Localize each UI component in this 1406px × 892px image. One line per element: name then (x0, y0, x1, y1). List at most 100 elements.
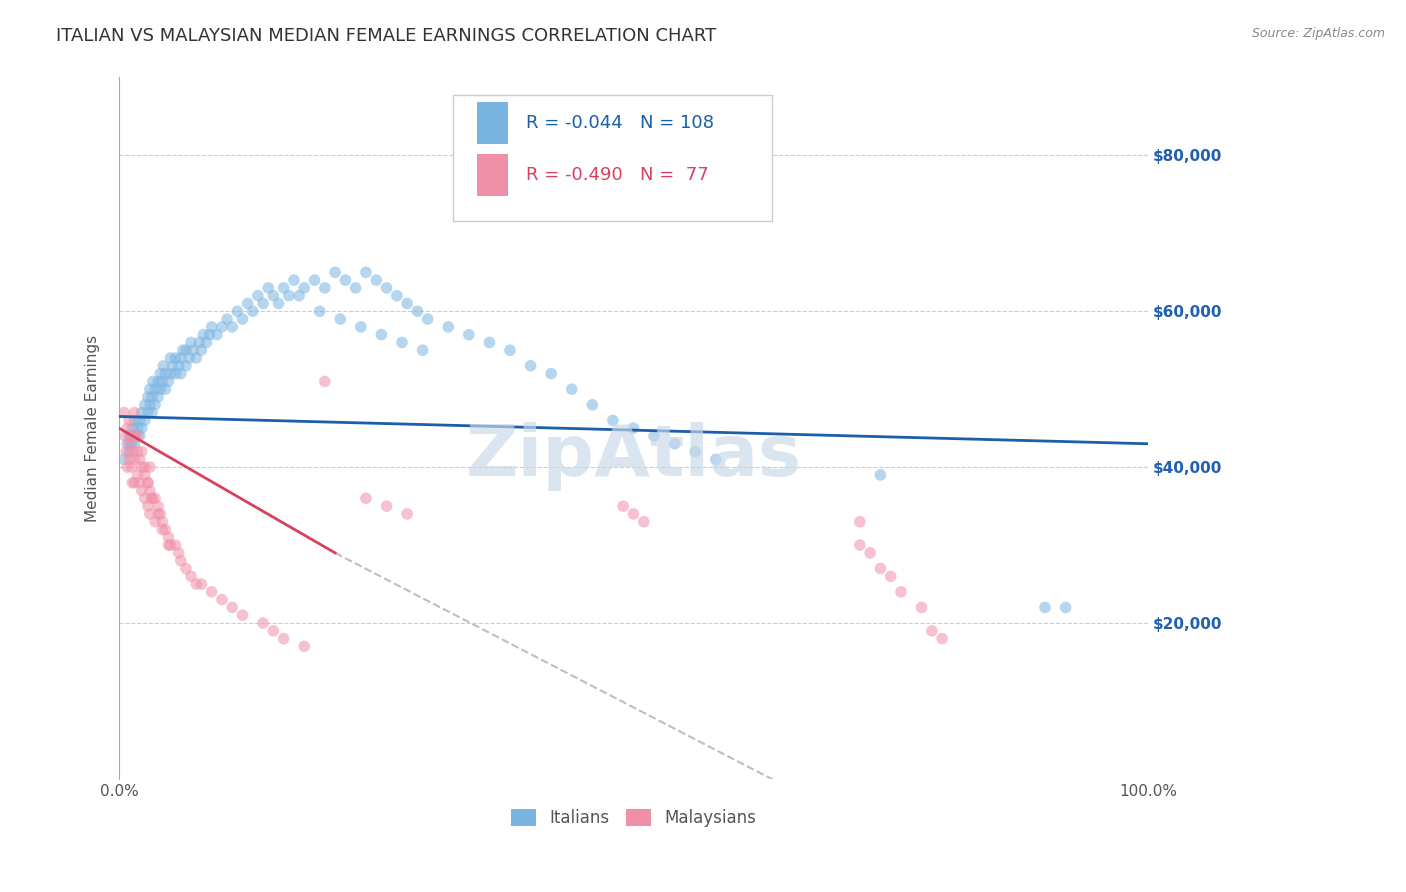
Point (117, 421, 139, 435)
Point (354, 265, 377, 279)
Point (921, 624, 943, 638)
Point (406, 304, 429, 318)
Point (118, 436, 141, 450)
Point (149, 382, 172, 396)
Point (159, 351, 181, 365)
Point (159, 367, 181, 381)
Point (612, 499, 634, 513)
Point (869, 561, 891, 575)
Point (136, 499, 159, 513)
Point (283, 273, 305, 287)
Point (177, 351, 200, 365)
Point (121, 444, 143, 458)
Point (273, 281, 295, 295)
Point (150, 523, 173, 537)
Point (910, 600, 932, 615)
Point (167, 359, 190, 373)
Point (519, 359, 541, 373)
Point (704, 452, 727, 467)
Point (174, 561, 197, 575)
Point (323, 265, 346, 279)
Point (124, 413, 146, 427)
Point (134, 491, 156, 506)
Point (231, 312, 253, 326)
Text: ZipAtlas: ZipAtlas (465, 422, 801, 491)
Point (262, 288, 284, 302)
Point (118, 452, 141, 467)
Point (181, 343, 204, 358)
Point (157, 375, 180, 389)
Point (335, 273, 357, 287)
Point (170, 554, 193, 568)
Point (242, 304, 264, 318)
Point (150, 375, 173, 389)
Point (134, 467, 156, 482)
Point (149, 367, 172, 381)
Point (117, 460, 139, 475)
Point (131, 460, 153, 475)
Point (150, 515, 173, 529)
Point (188, 335, 211, 350)
Point (152, 359, 174, 373)
Point (118, 413, 141, 427)
Point (416, 312, 439, 326)
Point (134, 460, 156, 475)
Point (370, 327, 392, 342)
Point (931, 632, 953, 646)
Point (170, 367, 193, 381)
Point (195, 335, 218, 350)
Point (262, 624, 284, 638)
Point (124, 452, 146, 467)
Point (193, 327, 215, 342)
Point (211, 319, 233, 334)
Point (165, 538, 187, 552)
Point (1033, 600, 1056, 615)
Point (128, 429, 150, 443)
Point (162, 359, 184, 373)
Point (142, 375, 165, 389)
Text: Source: ZipAtlas.com: Source: ZipAtlas.com (1251, 27, 1385, 40)
Point (165, 351, 187, 365)
Point (308, 304, 330, 318)
Point (141, 406, 163, 420)
Point (146, 390, 169, 404)
Point (115, 444, 138, 458)
Point (139, 507, 162, 521)
Point (143, 491, 166, 506)
Point (114, 429, 136, 443)
Point (664, 436, 686, 450)
Point (120, 436, 142, 450)
Point (602, 413, 624, 427)
Point (146, 507, 169, 521)
Point (136, 406, 159, 420)
Point (128, 452, 150, 467)
Point (120, 460, 142, 475)
Point (292, 281, 315, 295)
Point (127, 467, 149, 482)
Point (366, 273, 388, 287)
Point (217, 312, 239, 326)
Point (683, 444, 706, 458)
Point (880, 569, 903, 583)
Point (869, 467, 891, 482)
Point (136, 475, 159, 490)
Point (124, 429, 146, 443)
Point (499, 343, 522, 358)
Point (201, 585, 224, 599)
Text: R = -0.044   N = 108: R = -0.044 N = 108 (526, 114, 714, 132)
Point (149, 507, 172, 521)
Point (165, 367, 187, 381)
Point (226, 304, 249, 318)
Point (143, 515, 166, 529)
Point (396, 296, 419, 310)
Point (350, 319, 373, 334)
Point (643, 429, 665, 443)
Point (146, 499, 169, 513)
Point (633, 515, 655, 529)
Point (139, 382, 162, 396)
Text: R = -0.490   N =  77: R = -0.490 N = 77 (526, 166, 709, 185)
Point (396, 507, 419, 521)
Point (246, 288, 269, 302)
Point (134, 413, 156, 427)
Point (180, 335, 202, 350)
